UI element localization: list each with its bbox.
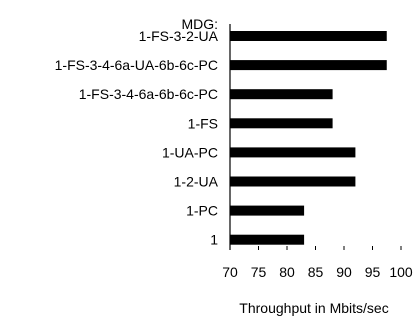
category-label-5: 1-2-UA (174, 174, 219, 190)
bar-1 (230, 60, 387, 71)
category-label-7: 1 (210, 232, 218, 248)
bar-3 (230, 118, 333, 129)
category-label-6: 1-PC (186, 203, 218, 219)
x-tick-label-1: 75 (251, 264, 267, 280)
x-tick-label-5: 95 (365, 264, 381, 280)
x-axis-title: Throughput in Mbits/sec (239, 300, 388, 316)
x-tick-label-3: 85 (308, 264, 324, 280)
category-label-0: 1-FS-3-2-UA (139, 28, 219, 44)
x-tick-label-6: 100 (389, 264, 413, 280)
x-tick-label-0: 70 (222, 264, 238, 280)
category-label-2: 1-FS-3-4-6a-6b-6c-PC (79, 86, 218, 102)
bar-6 (230, 205, 305, 216)
bar-5 (230, 176, 356, 187)
labels-group: 1-FS-3-2-UA 1-FS-3-4-6a-UA-6b-6c-PC 1-FS-3… (55, 28, 219, 248)
bar-0 (230, 31, 387, 41)
bar-2 (230, 89, 333, 100)
category-label-1: 1-FS-3-4-6a-UA-6b-6c-PC (55, 57, 218, 73)
category-label-4: 1-UA-PC (162, 144, 218, 160)
category-label-3: 1-FS (188, 115, 218, 131)
mdg-group-label: MDG: (181, 16, 218, 32)
x-tick-label-4: 90 (336, 264, 352, 280)
x-tick-label-2: 80 (279, 264, 295, 280)
bar-4 (230, 147, 356, 158)
bars-group (230, 31, 387, 245)
bar-7 (230, 234, 305, 245)
ticks-group: 70 75 80 85 90 95 100 (222, 246, 413, 280)
